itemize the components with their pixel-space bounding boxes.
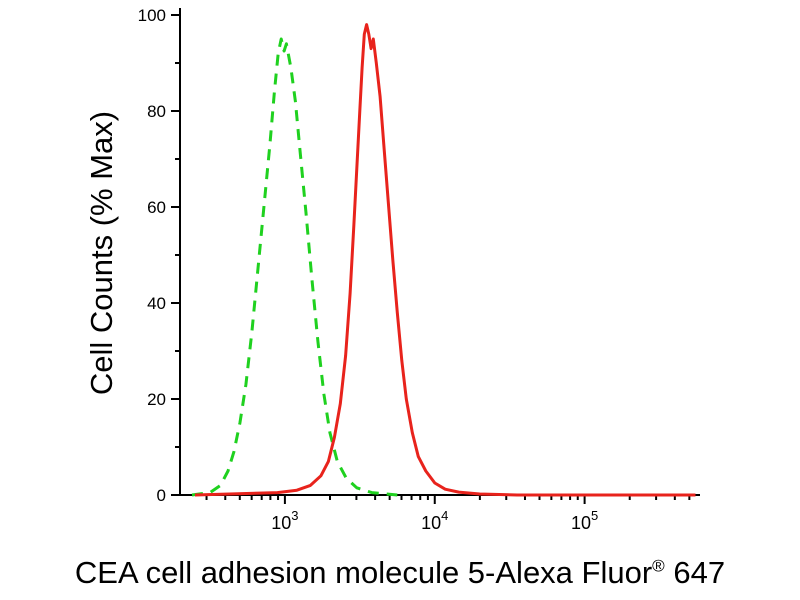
x-axis-title-main: CEA cell adhesion molecule 5-Alexa Fluor	[74, 555, 653, 590]
red-solid-curve	[194, 23, 696, 497]
x-axis-title: CEA cell adhesion molecule 5-Alexa Fluor…	[0, 555, 800, 591]
y-tick-label: 80	[147, 102, 166, 121]
axes	[171, 8, 700, 504]
y-tick-label: 20	[147, 390, 166, 409]
y-tick-label: 60	[147, 198, 166, 217]
y-tick-label: 100	[138, 6, 166, 25]
x-axis-title-suffix: 647	[664, 555, 726, 590]
x-tick-label: 104	[421, 508, 448, 533]
green-dashed-curve	[191, 37, 398, 497]
axis-lines	[179, 8, 700, 496]
chart-svg: 0 20 40 60 80 100 103 104 105	[138, 6, 700, 533]
y-tick-label: 0	[157, 486, 166, 505]
y-axis-title: Cell Counts (% Max)	[84, 110, 119, 396]
y-tick-label: 40	[147, 294, 166, 313]
x-tick-label: 105	[571, 508, 598, 533]
registered-trademark-symbol: ®	[652, 556, 665, 576]
x-tick-label: 103	[271, 508, 298, 533]
